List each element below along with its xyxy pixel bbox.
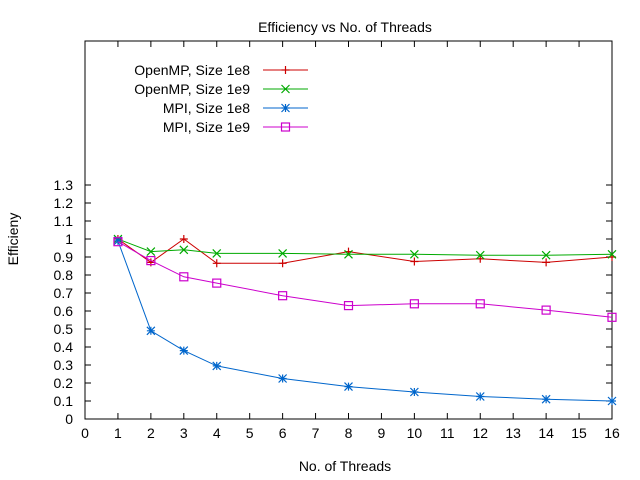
axes: 0 1 2 3 4 5 6 7 8 9 10 11 12 13 14 15 1600.10.20.30.40.5… [54,41,620,441]
legend-label: MPI, Size 1e8 [163,100,250,116]
data-point [607,249,617,259]
data-point [607,396,617,406]
data-point [343,301,354,311]
y-tick-label: 1 [65,231,73,247]
plot-area-border [84,40,613,420]
data-point [607,312,617,322]
data-point [281,103,290,113]
y-tick-label: 0 [65,411,73,427]
y-tick-label: 1.2 [54,195,74,211]
data-point [541,250,551,260]
data-point [212,248,222,258]
data-point [179,235,188,243]
data-point [278,248,288,258]
y-tick-label: 0.1 [54,393,74,409]
data-point [179,346,189,356]
x-tick-label: 3 [180,425,188,441]
legend-item: OpenMP, Size 1e9 [134,81,308,97]
x-tick-label: 4 [213,425,221,441]
legend-item: MPI, Size 1e9 [163,119,308,135]
data-point [278,259,287,268]
legend-label: MPI, Size 1e9 [163,119,250,135]
data-point [179,245,189,255]
data-point [179,272,189,282]
data-point [113,237,123,247]
data-point [475,392,485,401]
legend-item: MPI, Size 1e8 [163,100,308,116]
legend-label: OpenMP, Size 1e9 [134,81,250,97]
y-tick-label: 0.4 [54,339,74,355]
legend-item: OpenMP, Size 1e8 [134,62,308,78]
x-tick-label: 13 [505,425,521,441]
y-tick-label: 1.1 [54,213,74,229]
data-point [113,236,123,246]
y-tick-label: 0.6 [54,303,74,319]
data-point [541,305,551,315]
series-mpi-size-1e8 [113,236,617,406]
x-tick-label: 5 [246,425,254,441]
data-point [146,247,156,257]
y-tick-label: 0.9 [54,249,74,265]
data-point [475,250,485,260]
y-tick-label: 1.3 [54,177,74,193]
data-point [476,254,485,263]
data-point [146,256,156,266]
data-point [212,259,221,268]
data-point [281,66,290,74]
series-openmp-size-1e8 [113,235,616,268]
chart-title: Efficiency vs No. of Threads [258,19,432,35]
series-mpi-size-1e9 [113,237,617,322]
y-tick-label: 0.8 [54,267,74,283]
series-line [117,238,613,256]
data-point [281,84,290,94]
data-point [410,257,419,266]
x-tick-label: 15 [571,425,587,441]
data-point [409,299,419,309]
y-tick-label: 0.5 [54,321,74,337]
x-tick-label: 1 [114,425,122,441]
data-point [409,387,419,397]
series-line [117,240,613,402]
data-point [344,382,353,392]
x-tick-label: 2 [147,425,155,441]
y-axis-label: Efficieny [5,213,21,266]
y-tick-label: 0.3 [54,357,74,373]
series-layer [113,234,617,406]
x-axis-label: No. of Threads [299,458,391,474]
x-tick-label: 0 [81,425,89,441]
legend-label: OpenMP, Size 1e8 [134,62,250,78]
series-line [117,241,613,318]
data-point [280,122,291,132]
x-tick-label: 8 [345,425,353,441]
y-tick-label: 0.2 [54,375,74,391]
x-tick-label: 12 [472,425,488,441]
series-openmp-size-1e9 [113,234,617,260]
x-tick-label: 9 [378,425,386,441]
x-tick-label: 6 [279,425,287,441]
data-point [146,326,156,336]
x-tick-label: 16 [604,425,620,441]
data-point [475,299,485,309]
y-tick-label: 0.7 [54,285,74,301]
x-tick-label: 14 [538,425,554,441]
x-tick-label: 11 [440,425,455,441]
x-tick-label: 10 [407,425,423,441]
data-point [278,291,288,301]
data-point [278,374,288,383]
x-tick-label: 7 [312,425,320,441]
data-point [409,249,419,259]
legend: OpenMP, Size 1e8 OpenMP, Size 1e9 MPI, Siz… [134,62,308,135]
data-point [212,278,222,288]
data-point [541,394,551,404]
data-point [212,361,222,371]
data-point [344,249,353,259]
data-point [542,258,551,267]
